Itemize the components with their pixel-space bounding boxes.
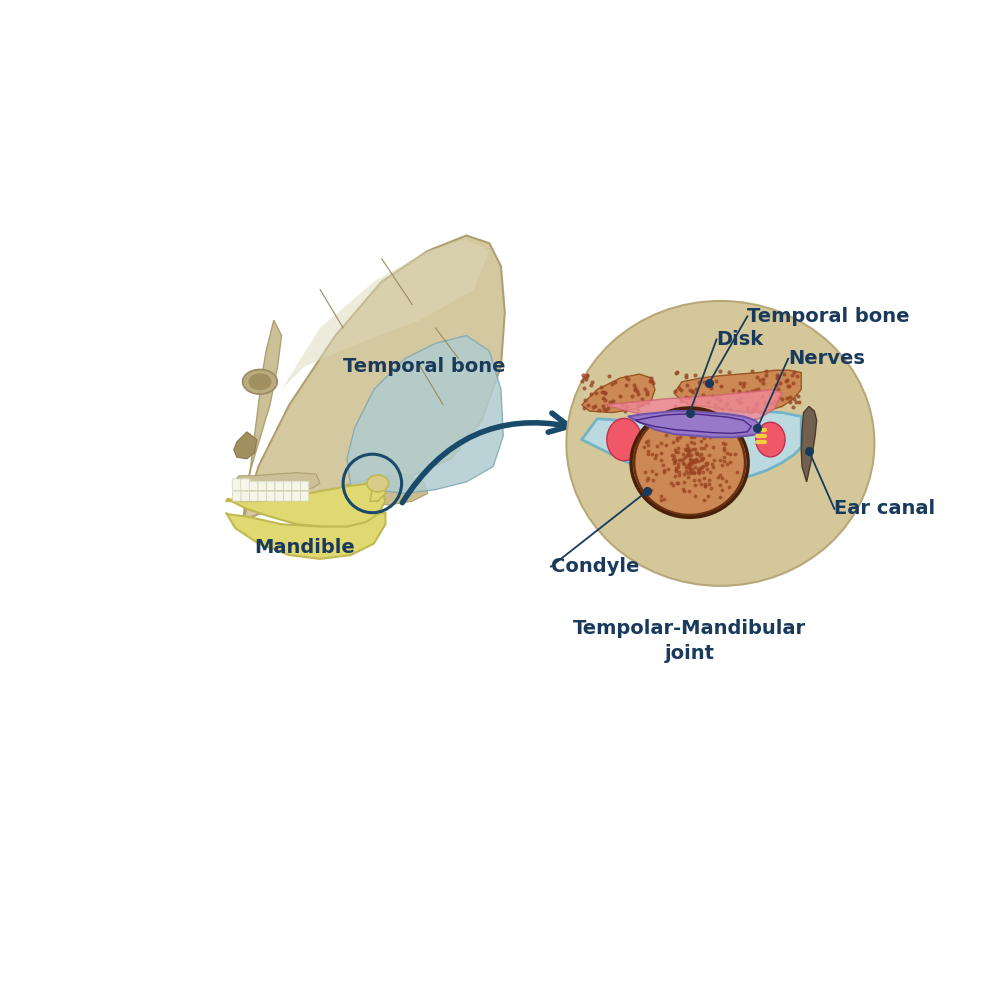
Text: Ear canal: Ear canal [834,499,935,518]
Polygon shape [582,374,655,413]
Ellipse shape [566,301,874,586]
Polygon shape [370,478,385,501]
Polygon shape [243,235,505,520]
FancyBboxPatch shape [283,481,292,490]
Polygon shape [335,474,428,505]
Text: Mandible: Mandible [254,538,355,557]
Text: Tempolar-Mandibular
joint: Tempolar-Mandibular joint [573,619,806,663]
Text: Nerves: Nerves [788,349,865,368]
FancyBboxPatch shape [300,491,309,501]
FancyBboxPatch shape [233,491,241,501]
Ellipse shape [367,475,389,492]
FancyBboxPatch shape [241,479,250,490]
FancyBboxPatch shape [292,481,300,490]
Polygon shape [282,239,489,389]
FancyBboxPatch shape [266,481,275,490]
Polygon shape [243,320,282,520]
FancyBboxPatch shape [258,491,266,501]
Text: Temporal bone: Temporal bone [747,307,910,326]
Text: Condyle: Condyle [551,557,639,576]
Text: Disk: Disk [717,330,764,349]
Polygon shape [347,336,503,493]
Ellipse shape [607,418,641,461]
Polygon shape [605,389,782,424]
Polygon shape [226,513,385,559]
FancyBboxPatch shape [241,491,250,501]
FancyBboxPatch shape [275,481,283,490]
Polygon shape [234,432,257,459]
FancyBboxPatch shape [258,481,266,490]
FancyBboxPatch shape [250,491,258,501]
Polygon shape [226,483,385,527]
Ellipse shape [243,369,277,394]
FancyBboxPatch shape [283,491,292,501]
Polygon shape [237,473,320,490]
FancyArrowPatch shape [402,413,569,503]
Polygon shape [674,370,801,413]
FancyBboxPatch shape [275,491,283,501]
FancyBboxPatch shape [232,479,241,490]
Polygon shape [582,411,801,480]
FancyBboxPatch shape [250,481,258,490]
Polygon shape [628,411,763,437]
Ellipse shape [634,410,745,515]
Polygon shape [801,406,817,482]
Ellipse shape [756,422,785,457]
Ellipse shape [248,373,271,390]
FancyBboxPatch shape [266,491,275,501]
FancyBboxPatch shape [292,491,300,501]
Text: Temporal bone: Temporal bone [343,357,505,376]
FancyBboxPatch shape [300,481,309,490]
